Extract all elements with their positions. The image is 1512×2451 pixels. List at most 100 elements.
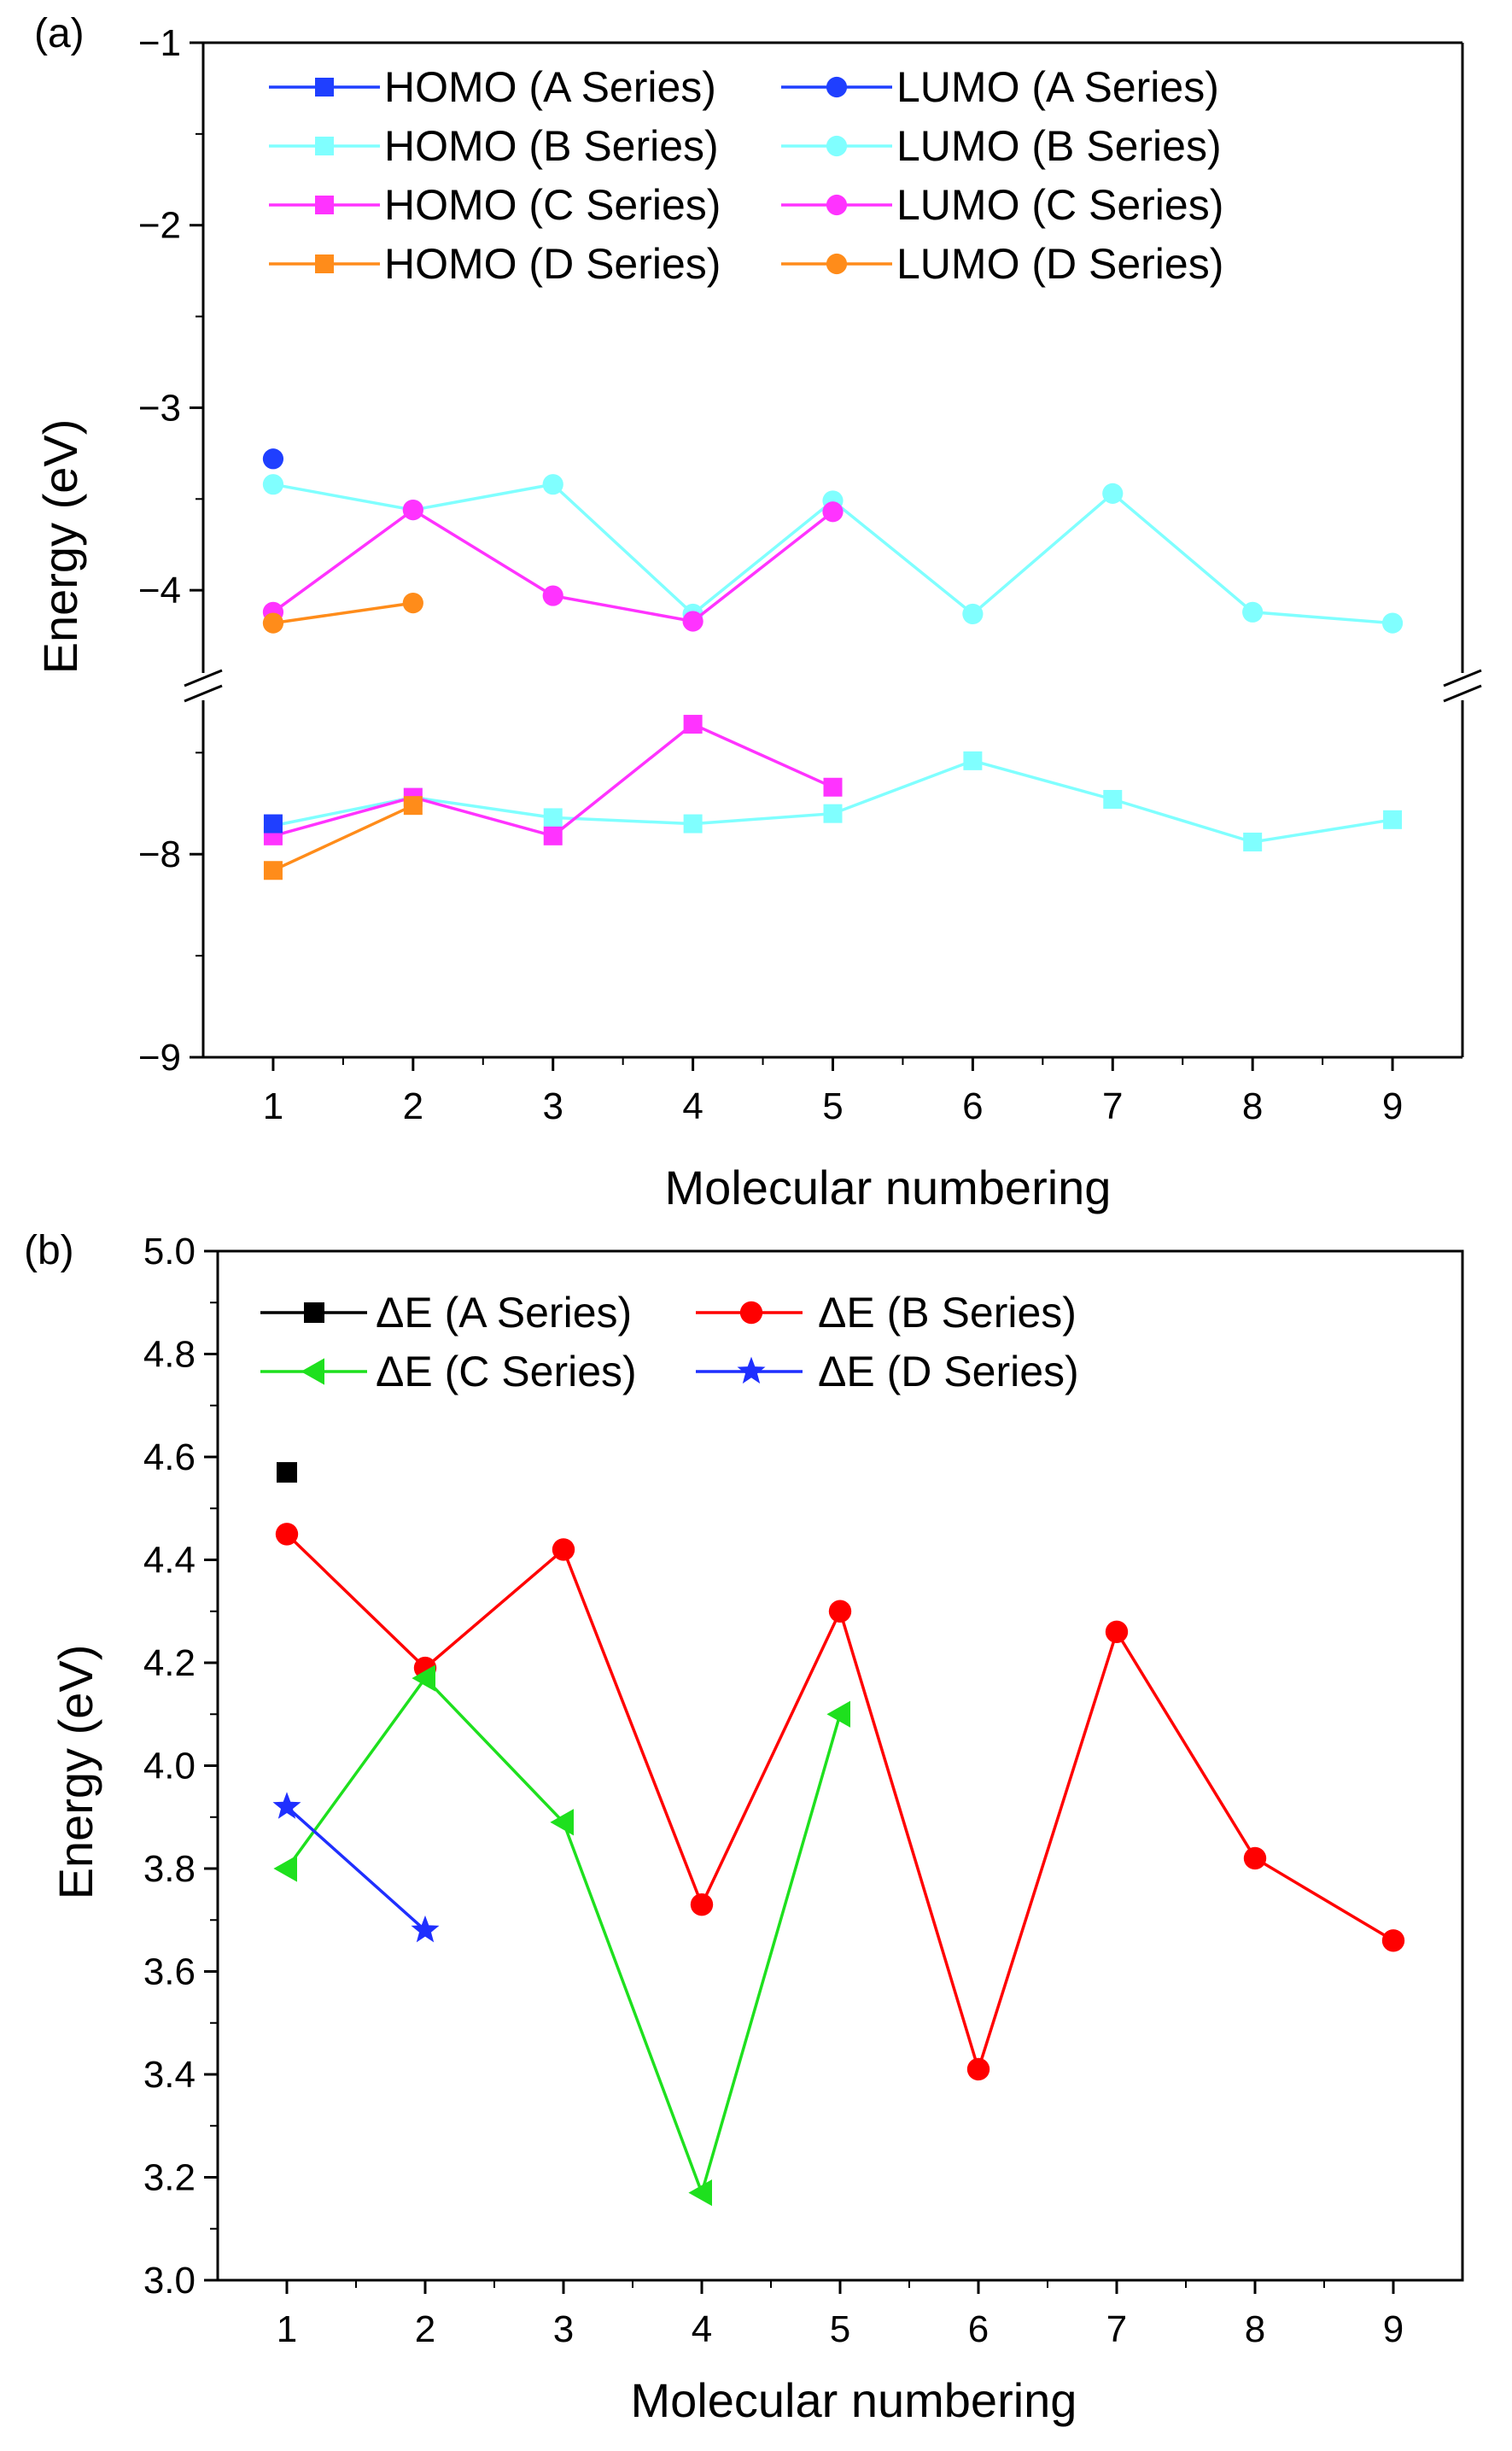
panel-b: 1 2 3 4 5 6 7 8 9 3.0 3.2 3.4 3.6 3.8 4.0 4.2 4.4 4.6 4.8 5… — [24, 1228, 1464, 2427]
data-point — [412, 1664, 435, 1692]
data-point — [273, 1855, 297, 1882]
legend: ΔE (A Series) ΔE (B Series) ΔE (C Series) Δ… — [260, 1289, 1079, 1395]
y-tick-label: −2 — [138, 205, 181, 247]
data-point — [963, 751, 983, 770]
data-point — [542, 474, 563, 495]
x-tick-label: 8 — [1245, 2308, 1265, 2350]
legend-entry: ΔE (D Series) — [818, 1348, 1079, 1395]
data-point — [1381, 612, 1404, 634]
data-point — [552, 1538, 575, 1561]
y-tick-label: 4.2 — [143, 1642, 196, 1684]
data-point — [543, 826, 563, 845]
legend-entry: ΔE (A Series) — [376, 1289, 632, 1337]
y-tick-label: 5.0 — [143, 1231, 196, 1272]
y-axis-label: Energy (eV) — [49, 1645, 102, 1900]
x-tick-label: 7 — [1106, 2308, 1127, 2350]
data-point — [823, 804, 843, 823]
x-tick-label: 2 — [415, 2308, 435, 2350]
legend-marker — [826, 194, 848, 216]
series-line — [285, 1676, 842, 2198]
x-axis-label: Molecular numbering — [631, 2373, 1077, 2427]
series-line — [285, 1805, 427, 1932]
y-tick-label: 4.0 — [143, 1746, 196, 1787]
data-point — [1243, 1846, 1267, 1870]
data-point — [275, 1523, 299, 1546]
legend-marker — [826, 76, 848, 98]
y-tick-label: −4 — [138, 570, 181, 611]
data-point — [1103, 790, 1123, 810]
panel-label: (a) — [34, 11, 85, 56]
series-line — [272, 804, 414, 872]
y-tick-label: 3.8 — [143, 1848, 196, 1890]
data-point — [411, 1915, 440, 1943]
series-line — [272, 758, 1393, 844]
y-tick-label: 4.8 — [143, 1334, 196, 1376]
y-tick-label: 3.6 — [143, 1951, 196, 1993]
x-tick-label: 1 — [263, 1085, 283, 1127]
series-homo-d-series- — [263, 796, 423, 880]
y-tick-label: −3 — [138, 387, 181, 429]
data-point — [1383, 810, 1403, 829]
y-tick-label: −1 — [138, 22, 181, 64]
legend-entry: ΔE (C Series) — [376, 1348, 637, 1395]
data-point — [402, 500, 423, 521]
data-point — [1105, 1620, 1129, 1644]
axis-break-mark — [1443, 684, 1482, 703]
legend-marker — [301, 1358, 324, 1385]
axis-break-mark — [184, 669, 223, 687]
series--e-b-series- — [275, 1523, 1405, 2081]
x-tick-label: 9 — [1383, 2308, 1404, 2350]
x-tick-label: 3 — [553, 2308, 574, 2350]
data-point — [688, 2179, 712, 2207]
series--e-a-series- — [277, 1462, 297, 1483]
data-point — [822, 501, 844, 523]
x-tick-label: 2 — [403, 1085, 423, 1127]
series-lumo-a-series- — [262, 448, 284, 470]
y-tick-label: 4.4 — [143, 1540, 196, 1582]
plot-frame — [216, 1249, 1464, 2282]
x-tick-label: 5 — [822, 1085, 843, 1127]
data-point — [542, 585, 563, 606]
x-tick-label: 7 — [1102, 1085, 1123, 1127]
data-point — [403, 796, 423, 816]
data-point — [828, 1600, 852, 1623]
data-point — [263, 861, 283, 880]
legend-entry: LUMO (B Series) — [896, 122, 1222, 170]
data-point — [543, 808, 563, 828]
legend-marker — [304, 1302, 324, 1323]
legend-entry: ΔE (B Series) — [818, 1289, 1077, 1337]
data-point — [262, 448, 284, 470]
data-point — [1381, 1929, 1405, 1952]
x-axis-label: Molecular numbering — [665, 1161, 1112, 1214]
series-lumo-c-series- — [262, 500, 844, 632]
legend-entry: LUMO (A Series) — [896, 63, 1219, 111]
x-tick-label: 4 — [682, 1085, 703, 1127]
legend-marker — [737, 1356, 766, 1384]
legend-marker — [826, 135, 848, 157]
data-point — [402, 593, 423, 614]
legend-entry: LUMO (C Series) — [896, 181, 1223, 229]
data-point — [277, 1462, 297, 1483]
data-point — [683, 814, 703, 834]
y-tick-label: 3.4 — [143, 2054, 196, 2096]
data-point — [1243, 832, 1263, 851]
x-tick-label: 8 — [1242, 1085, 1263, 1127]
legend-marker — [315, 254, 334, 273]
series-lumo-d-series- — [262, 593, 423, 634]
legend-entry: HOMO (B Series) — [384, 122, 719, 170]
legend-entry: HOMO (D Series) — [384, 240, 721, 288]
legend: HOMO (A Series) HOMO (B Series) HOMO (C Se… — [269, 63, 1223, 288]
legend-marker — [826, 253, 848, 275]
y-tick-label: 3.0 — [143, 2260, 196, 2302]
y-tick-label: −8 — [138, 834, 181, 875]
series-homo-a-series- — [263, 814, 283, 834]
legend-entry: HOMO (C Series) — [384, 181, 721, 229]
series--e-c-series- — [273, 1664, 850, 2207]
data-point — [823, 777, 843, 797]
data-point — [682, 611, 703, 632]
axis-break-mark — [1443, 669, 1482, 687]
x-tick-label: 3 — [542, 1085, 563, 1127]
data-point — [262, 612, 284, 634]
legend-entry: HOMO (A Series) — [384, 63, 716, 111]
